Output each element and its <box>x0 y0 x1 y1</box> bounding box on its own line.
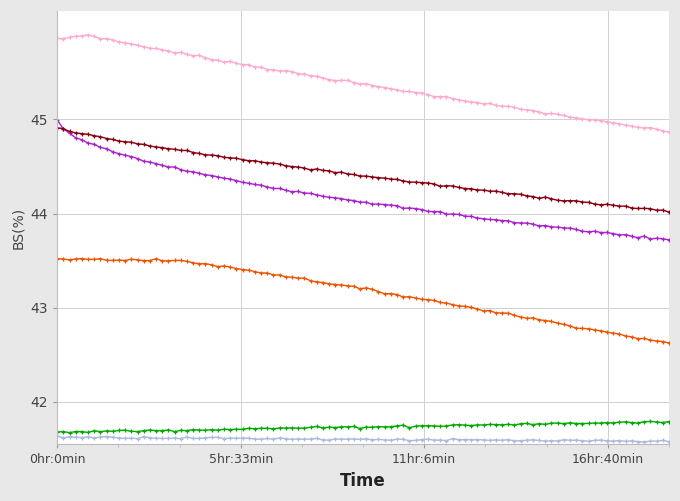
X-axis label: Time: Time <box>340 472 386 490</box>
Y-axis label: BS(%): BS(%) <box>11 206 25 249</box>
